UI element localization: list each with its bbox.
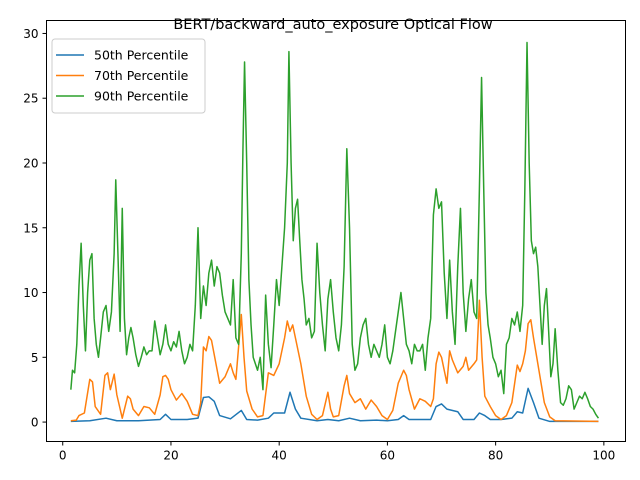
- y-tick-label: 30: [23, 27, 38, 41]
- x-tick-label: 80: [488, 449, 503, 463]
- y-tick-label: 20: [23, 156, 38, 170]
- x-axis: 0 20 40 60 80 100: [59, 441, 615, 463]
- plot-area: [70, 41, 600, 423]
- x-tick-label: 40: [272, 449, 287, 463]
- x-tick-label: 20: [163, 449, 178, 463]
- x-tick-label: 60: [380, 449, 395, 463]
- y-tick-label: 0: [31, 416, 39, 430]
- legend-label: 70th Percentile: [94, 68, 189, 83]
- plot-frame: [46, 20, 626, 442]
- y-axis: 0 5 10 15 20 25 30: [23, 27, 47, 430]
- y-tick-label: 15: [23, 221, 38, 235]
- legend-box: [51, 38, 206, 114]
- series-line-1: [70, 387, 599, 423]
- chart-title: BERT/backward_auto_exposure Optical Flow: [173, 17, 492, 33]
- y-tick-label: 25: [23, 92, 38, 106]
- series-line-2: [70, 299, 599, 423]
- legend-label: 90th Percentile: [94, 89, 189, 104]
- y-tick-label: 10: [23, 286, 38, 300]
- y-tick-label: 5: [31, 351, 39, 365]
- x-tick-label: 100: [592, 449, 615, 463]
- x-tick-label: 0: [59, 449, 67, 463]
- legend: 50th Percentile 70th Percentile 90th Perce…: [51, 38, 206, 114]
- legend-label: 50th Percentile: [94, 48, 189, 63]
- series-line-3: [70, 41, 600, 419]
